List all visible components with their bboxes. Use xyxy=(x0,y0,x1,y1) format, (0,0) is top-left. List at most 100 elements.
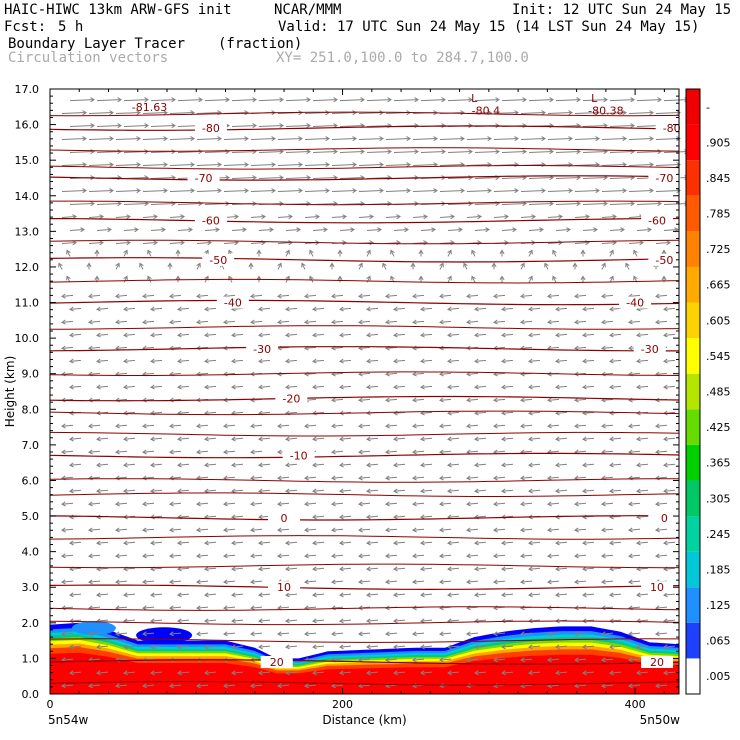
wind-vector xyxy=(339,151,365,154)
wind-vector-head xyxy=(366,540,371,546)
wind-vector xyxy=(574,528,587,531)
wind-vector-head xyxy=(468,201,473,207)
wind-vector-head xyxy=(115,579,120,585)
wind-vector xyxy=(312,489,325,492)
wind-vector-head xyxy=(153,214,158,220)
wind-vector-head xyxy=(466,293,471,299)
wind-vector-head xyxy=(580,249,586,255)
wind-vector-head xyxy=(420,358,425,364)
wind-vector-head xyxy=(555,514,560,520)
wind-vector-head xyxy=(123,644,128,650)
wind-vector-head xyxy=(169,319,174,325)
wind-vector-head xyxy=(223,605,228,611)
wind-vector xyxy=(312,437,325,440)
wind-vector-head xyxy=(601,319,606,325)
temperature-contour xyxy=(49,535,680,540)
wind-vector-head xyxy=(366,306,371,312)
wind-vector xyxy=(61,606,74,609)
contour-label: -30 xyxy=(253,343,271,356)
wind-vector-head xyxy=(520,423,525,429)
wind-vector xyxy=(142,112,168,115)
wind-vector xyxy=(636,489,649,492)
wind-vector xyxy=(285,645,298,648)
wind-vector xyxy=(312,125,338,128)
wind-vector-head xyxy=(439,527,444,533)
wind-vector xyxy=(231,541,244,544)
wind-vector xyxy=(628,658,641,661)
wind-vector-head xyxy=(574,553,579,559)
wind-vector-head xyxy=(499,275,505,281)
wind-vector xyxy=(331,554,344,557)
wind-vector xyxy=(331,424,344,427)
wind-vector-head xyxy=(250,683,255,689)
wind-vector-head xyxy=(639,240,644,246)
wind-vector-head xyxy=(630,123,635,129)
wind-vector-head xyxy=(123,275,128,281)
wind-vector-head xyxy=(136,188,141,194)
wind-vector-head xyxy=(636,358,641,364)
wind-vector-head xyxy=(366,410,371,416)
wind-vector xyxy=(574,215,590,218)
wind-vector-head xyxy=(412,293,417,299)
y-tick-label: 1.0 xyxy=(22,652,40,665)
wind-vector-head xyxy=(663,462,668,468)
contour-label: -60 xyxy=(202,215,220,228)
wind-vector xyxy=(447,177,473,180)
wind-vector-head xyxy=(385,319,390,325)
wind-vector-head xyxy=(414,149,419,155)
wind-vector xyxy=(547,502,560,505)
wind-vector-head xyxy=(69,358,74,364)
wind-vector-head xyxy=(555,540,560,546)
wind-vector xyxy=(231,671,244,674)
wind-vector xyxy=(250,164,276,167)
wind-vector-head xyxy=(150,462,155,468)
wind-vector xyxy=(88,112,114,115)
wind-vector-head xyxy=(217,136,222,142)
wind-vector xyxy=(439,164,465,167)
wind-vector-head xyxy=(393,358,398,364)
wind-vector xyxy=(150,541,163,544)
wind-vector xyxy=(339,228,355,231)
wind-vector xyxy=(466,554,479,557)
model-title: HAIC-HIWC 13km ARW-GFS init xyxy=(4,2,232,18)
wind-vector xyxy=(96,333,109,336)
wind-vector xyxy=(258,125,284,128)
wind-vector xyxy=(258,99,284,102)
wind-vector-head xyxy=(574,423,579,429)
wind-vector xyxy=(304,424,317,427)
wind-vector xyxy=(177,619,190,622)
wind-vector-head xyxy=(385,501,390,507)
wind-vector xyxy=(520,684,533,687)
wind-vector-head xyxy=(177,540,182,546)
wind-vector-head xyxy=(88,475,93,481)
wind-vector xyxy=(493,215,509,218)
wind-vector xyxy=(439,241,455,244)
wind-vector xyxy=(609,202,635,205)
wind-vector-head xyxy=(285,358,290,364)
wind-vector-head xyxy=(188,227,193,233)
wind-vector-head xyxy=(547,319,552,325)
wind-vector xyxy=(69,202,95,205)
wind-vector xyxy=(196,294,209,297)
wind-vector-head xyxy=(331,319,336,325)
y-tick-label: 5.0 xyxy=(22,510,40,523)
wind-vector-head xyxy=(358,262,363,268)
wind-vector xyxy=(366,437,379,440)
wind-vector xyxy=(223,294,236,297)
wind-vector xyxy=(412,241,428,244)
wind-vector xyxy=(150,202,176,205)
wind-vector-head xyxy=(244,136,249,142)
wind-vector-head xyxy=(628,423,633,429)
wind-vector xyxy=(231,228,247,231)
wind-vector-head xyxy=(204,332,209,338)
wind-vector xyxy=(196,684,209,687)
wind-vector-head xyxy=(420,618,425,624)
wind-vector xyxy=(366,228,382,231)
wind-vector xyxy=(331,398,344,401)
colorbar-swatch xyxy=(686,195,700,232)
wind-vector-head xyxy=(420,436,425,442)
wind-vector xyxy=(528,202,554,205)
wind-vector xyxy=(601,476,614,479)
wind-vector xyxy=(150,99,176,102)
wind-vector-head xyxy=(358,553,363,559)
